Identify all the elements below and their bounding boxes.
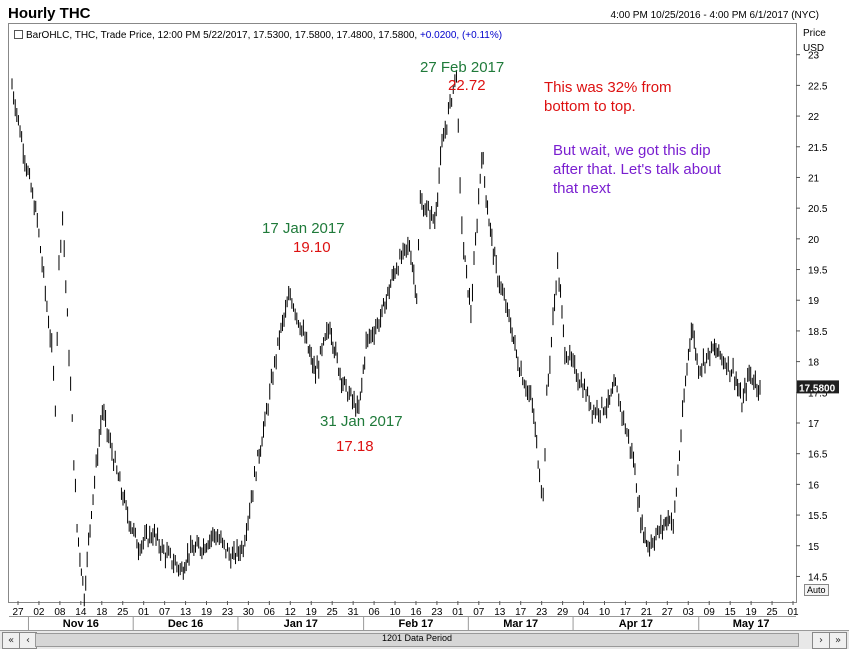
series-change-text: +0.0200, (+0.11%) bbox=[419, 30, 503, 41]
last-price-value: 17.5800 bbox=[799, 383, 836, 394]
y-tick-label: 22.5 bbox=[808, 81, 828, 92]
y-tick-label: 16 bbox=[808, 480, 820, 491]
x-tick-label: 27 bbox=[12, 607, 24, 618]
last-price-marker: 17.5800 bbox=[797, 380, 839, 394]
x-tick-label: 08 bbox=[54, 607, 66, 618]
month-label: Mar 17 bbox=[503, 618, 538, 630]
y-tick-label: 19.5 bbox=[808, 266, 828, 277]
x-tick-label: 25 bbox=[117, 607, 129, 618]
series-info-text: BarOHLC, THC, Trade Price, 12:00 PM 5/22… bbox=[26, 30, 420, 41]
x-tick-label: 13 bbox=[180, 607, 192, 618]
month-label: Feb 17 bbox=[399, 618, 434, 630]
note-dip-line1: But wait, we got this dip bbox=[553, 142, 711, 159]
y-tick-label: 20 bbox=[808, 235, 820, 246]
x-tick-label: 14 bbox=[75, 607, 87, 618]
x-tick-label: 04 bbox=[578, 607, 590, 618]
y-tick-label: 15.5 bbox=[808, 511, 828, 522]
x-tick-label: 03 bbox=[683, 607, 695, 618]
x-tick-label: 07 bbox=[159, 607, 171, 618]
x-tick-label: 12 bbox=[285, 607, 297, 618]
x-tick-label: 10 bbox=[389, 607, 401, 618]
x-tick-label: 25 bbox=[766, 607, 778, 618]
month-label: May 17 bbox=[733, 618, 770, 630]
chart-title: Hourly THC bbox=[8, 5, 91, 22]
x-tick-label: 27 bbox=[662, 607, 674, 618]
x-tick-label: 02 bbox=[33, 607, 45, 618]
x-tick-label: 21 bbox=[641, 607, 653, 618]
y-tick-label: 16.5 bbox=[808, 450, 828, 461]
jan17-price: 19.10 bbox=[293, 239, 331, 256]
date-range-label: 4:00 PM 10/25/2016 - 4:00 PM 6/1/2017 (N… bbox=[610, 10, 819, 21]
x-tick-label: 29 bbox=[557, 607, 569, 618]
x-tick-label: 13 bbox=[494, 607, 506, 618]
x-tick-label: 19 bbox=[201, 607, 213, 618]
y-tick-label: 22 bbox=[808, 112, 820, 123]
annotations: 27 Feb 2017 22.72 17 Jan 2017 19.10 31 J… bbox=[262, 59, 722, 455]
x-tick-label: 23 bbox=[431, 607, 443, 618]
month-label: Jan 17 bbox=[284, 618, 318, 630]
x-axis: 27 02 08 14 18 25 01 07 13 19 23 30 06 12 19 25 31 06 10 16… bbox=[9, 601, 799, 630]
x-tick-label: 18 bbox=[96, 607, 108, 618]
x-tick-label: 09 bbox=[704, 607, 716, 618]
y-tick-label: 18.5 bbox=[808, 327, 828, 338]
y-tick-label: 14.5 bbox=[808, 572, 828, 583]
scroll-start-button[interactable]: « bbox=[2, 632, 20, 649]
scroll-forward-button[interactable]: › bbox=[812, 632, 830, 649]
y-tick-label: 23 bbox=[808, 51, 820, 62]
last-price-badge bbox=[797, 380, 839, 394]
plot-frame bbox=[8, 23, 797, 603]
x-tick-label: 06 bbox=[369, 607, 381, 618]
jan31-date: 31 Jan 2017 bbox=[320, 413, 403, 430]
x-tick-label: 06 bbox=[264, 607, 276, 618]
y-tick-label: 17 bbox=[808, 419, 820, 430]
x-tick-label: 01 bbox=[138, 607, 150, 618]
x-tick-label: 23 bbox=[536, 607, 548, 618]
note-dip-line3: that next bbox=[553, 180, 611, 197]
x-tick-label: 31 bbox=[348, 607, 360, 618]
jan31-price: 17.18 bbox=[336, 438, 374, 455]
x-tick-label: 15 bbox=[725, 607, 737, 618]
x-tick-label: 16 bbox=[410, 607, 422, 618]
price-series bbox=[11, 70, 761, 607]
y-tick-label: 18 bbox=[808, 358, 820, 369]
y-axis-ticks: 14.5 15 15.5 16 16.5 17 17.5 18 18.5 19 19.5 20 20.5… bbox=[796, 51, 828, 583]
time-scrollbar[interactable]: « ‹ 1201 Data Period › » bbox=[0, 630, 849, 649]
x-tick-label: 19 bbox=[306, 607, 318, 618]
data-period-label: 1201 Data Period bbox=[381, 633, 453, 643]
x-tick-label: 17 bbox=[515, 607, 527, 618]
price-axis-title: Price bbox=[803, 28, 826, 39]
y-tick-label: 17.5 bbox=[808, 388, 828, 399]
note-rally-line1: This was 32% from bbox=[544, 79, 672, 96]
x-tick-label: 17 bbox=[620, 607, 632, 618]
y-tick-label: 21 bbox=[808, 173, 820, 184]
currency-label: USD bbox=[803, 43, 824, 54]
x-tick-label: 23 bbox=[222, 607, 234, 618]
feb-peak-price: 22.72 bbox=[448, 77, 486, 94]
auto-scale-button[interactable]: Auto bbox=[804, 584, 829, 596]
x-tick-label: 19 bbox=[746, 607, 758, 618]
series-toggle-icon[interactable] bbox=[14, 30, 23, 39]
y-tick-label: 15 bbox=[808, 542, 820, 553]
x-tick-label: 25 bbox=[327, 607, 339, 618]
series-info-bar: BarOHLC, THC, Trade Price, 12:00 PM 5/22… bbox=[14, 30, 502, 41]
y-tick-label: 19 bbox=[808, 296, 820, 307]
price-chart[interactable]: Price USD 14.5 15 15.5 16 16.5 17 17.5 18 18.5 19… bbox=[0, 0, 849, 630]
month-label: Nov 16 bbox=[63, 618, 99, 630]
x-tick-label: 30 bbox=[243, 607, 255, 618]
y-tick-label: 21.5 bbox=[808, 143, 828, 154]
scrollbar-thumb[interactable]: 1201 Data Period bbox=[35, 633, 799, 647]
y-tick-label: 20.5 bbox=[808, 204, 828, 215]
x-tick-label: 01 bbox=[787, 607, 799, 618]
month-label: Apr 17 bbox=[619, 618, 653, 630]
x-tick-label: 07 bbox=[473, 607, 485, 618]
scroll-end-button[interactable]: » bbox=[829, 632, 847, 649]
x-tick-label: 01 bbox=[452, 607, 464, 618]
feb-peak-date: 27 Feb 2017 bbox=[420, 59, 504, 76]
note-dip-line2: after that. Let's talk about bbox=[553, 161, 722, 178]
jan17-date: 17 Jan 2017 bbox=[262, 220, 345, 237]
month-label: Dec 16 bbox=[168, 618, 203, 630]
note-rally-line2: bottom to top. bbox=[544, 98, 636, 115]
x-tick-label: 10 bbox=[599, 607, 611, 618]
